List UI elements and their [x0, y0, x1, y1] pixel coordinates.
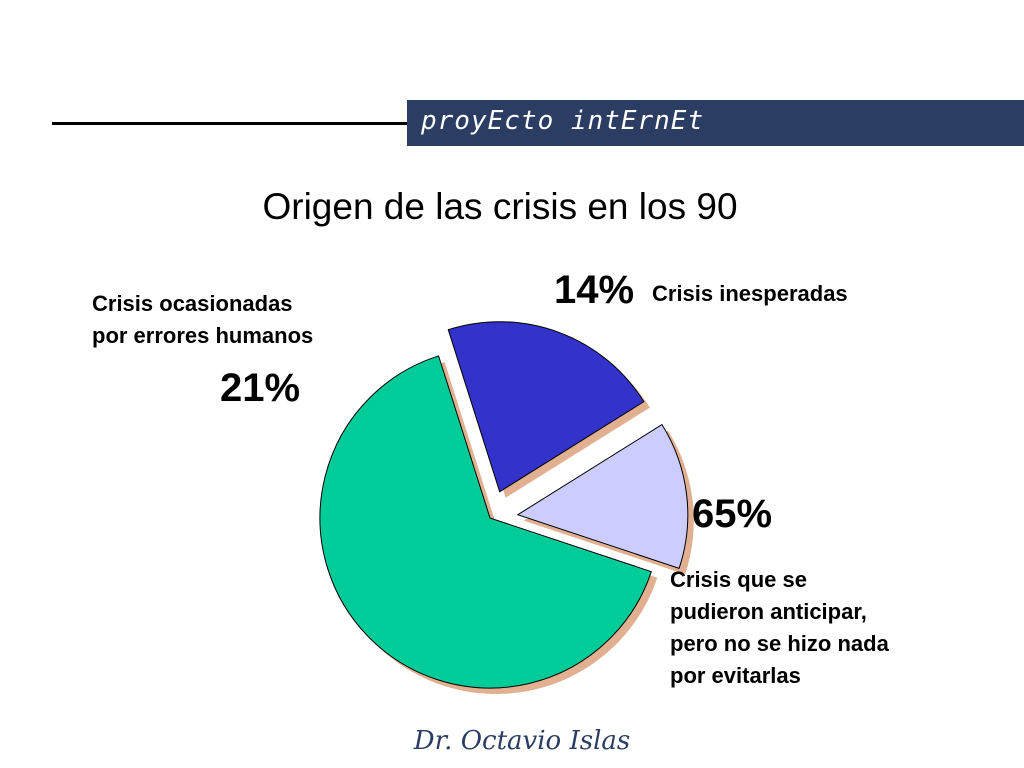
- slice-anticipables: [319, 355, 652, 689]
- header-rule: [52, 122, 412, 125]
- slice-errores: [447, 321, 645, 493]
- chart-title: Origen de las crisis en los 90: [262, 186, 738, 227]
- pct-label-inesperadas: 14%: [554, 268, 635, 312]
- author-signature: Dr. Octavio Islas: [413, 726, 631, 756]
- desc-label-errores: Crisis ocasionadas por errores humanos: [92, 291, 314, 348]
- desc-label-anticipables: Crisis que se pudieron anticipar, pero n…: [670, 567, 889, 688]
- brand-logo-text: proyEcto intErnEt: [421, 106, 705, 136]
- pct-label-anticipables: 65%: [692, 492, 773, 536]
- slice-inesperadas: [516, 423, 689, 569]
- desc-label-inesperadas: Crisis inesperadas: [652, 281, 848, 306]
- brand-banner: proyEcto intErnEt: [407, 100, 1024, 146]
- pct-label-errores: 21%: [220, 366, 301, 410]
